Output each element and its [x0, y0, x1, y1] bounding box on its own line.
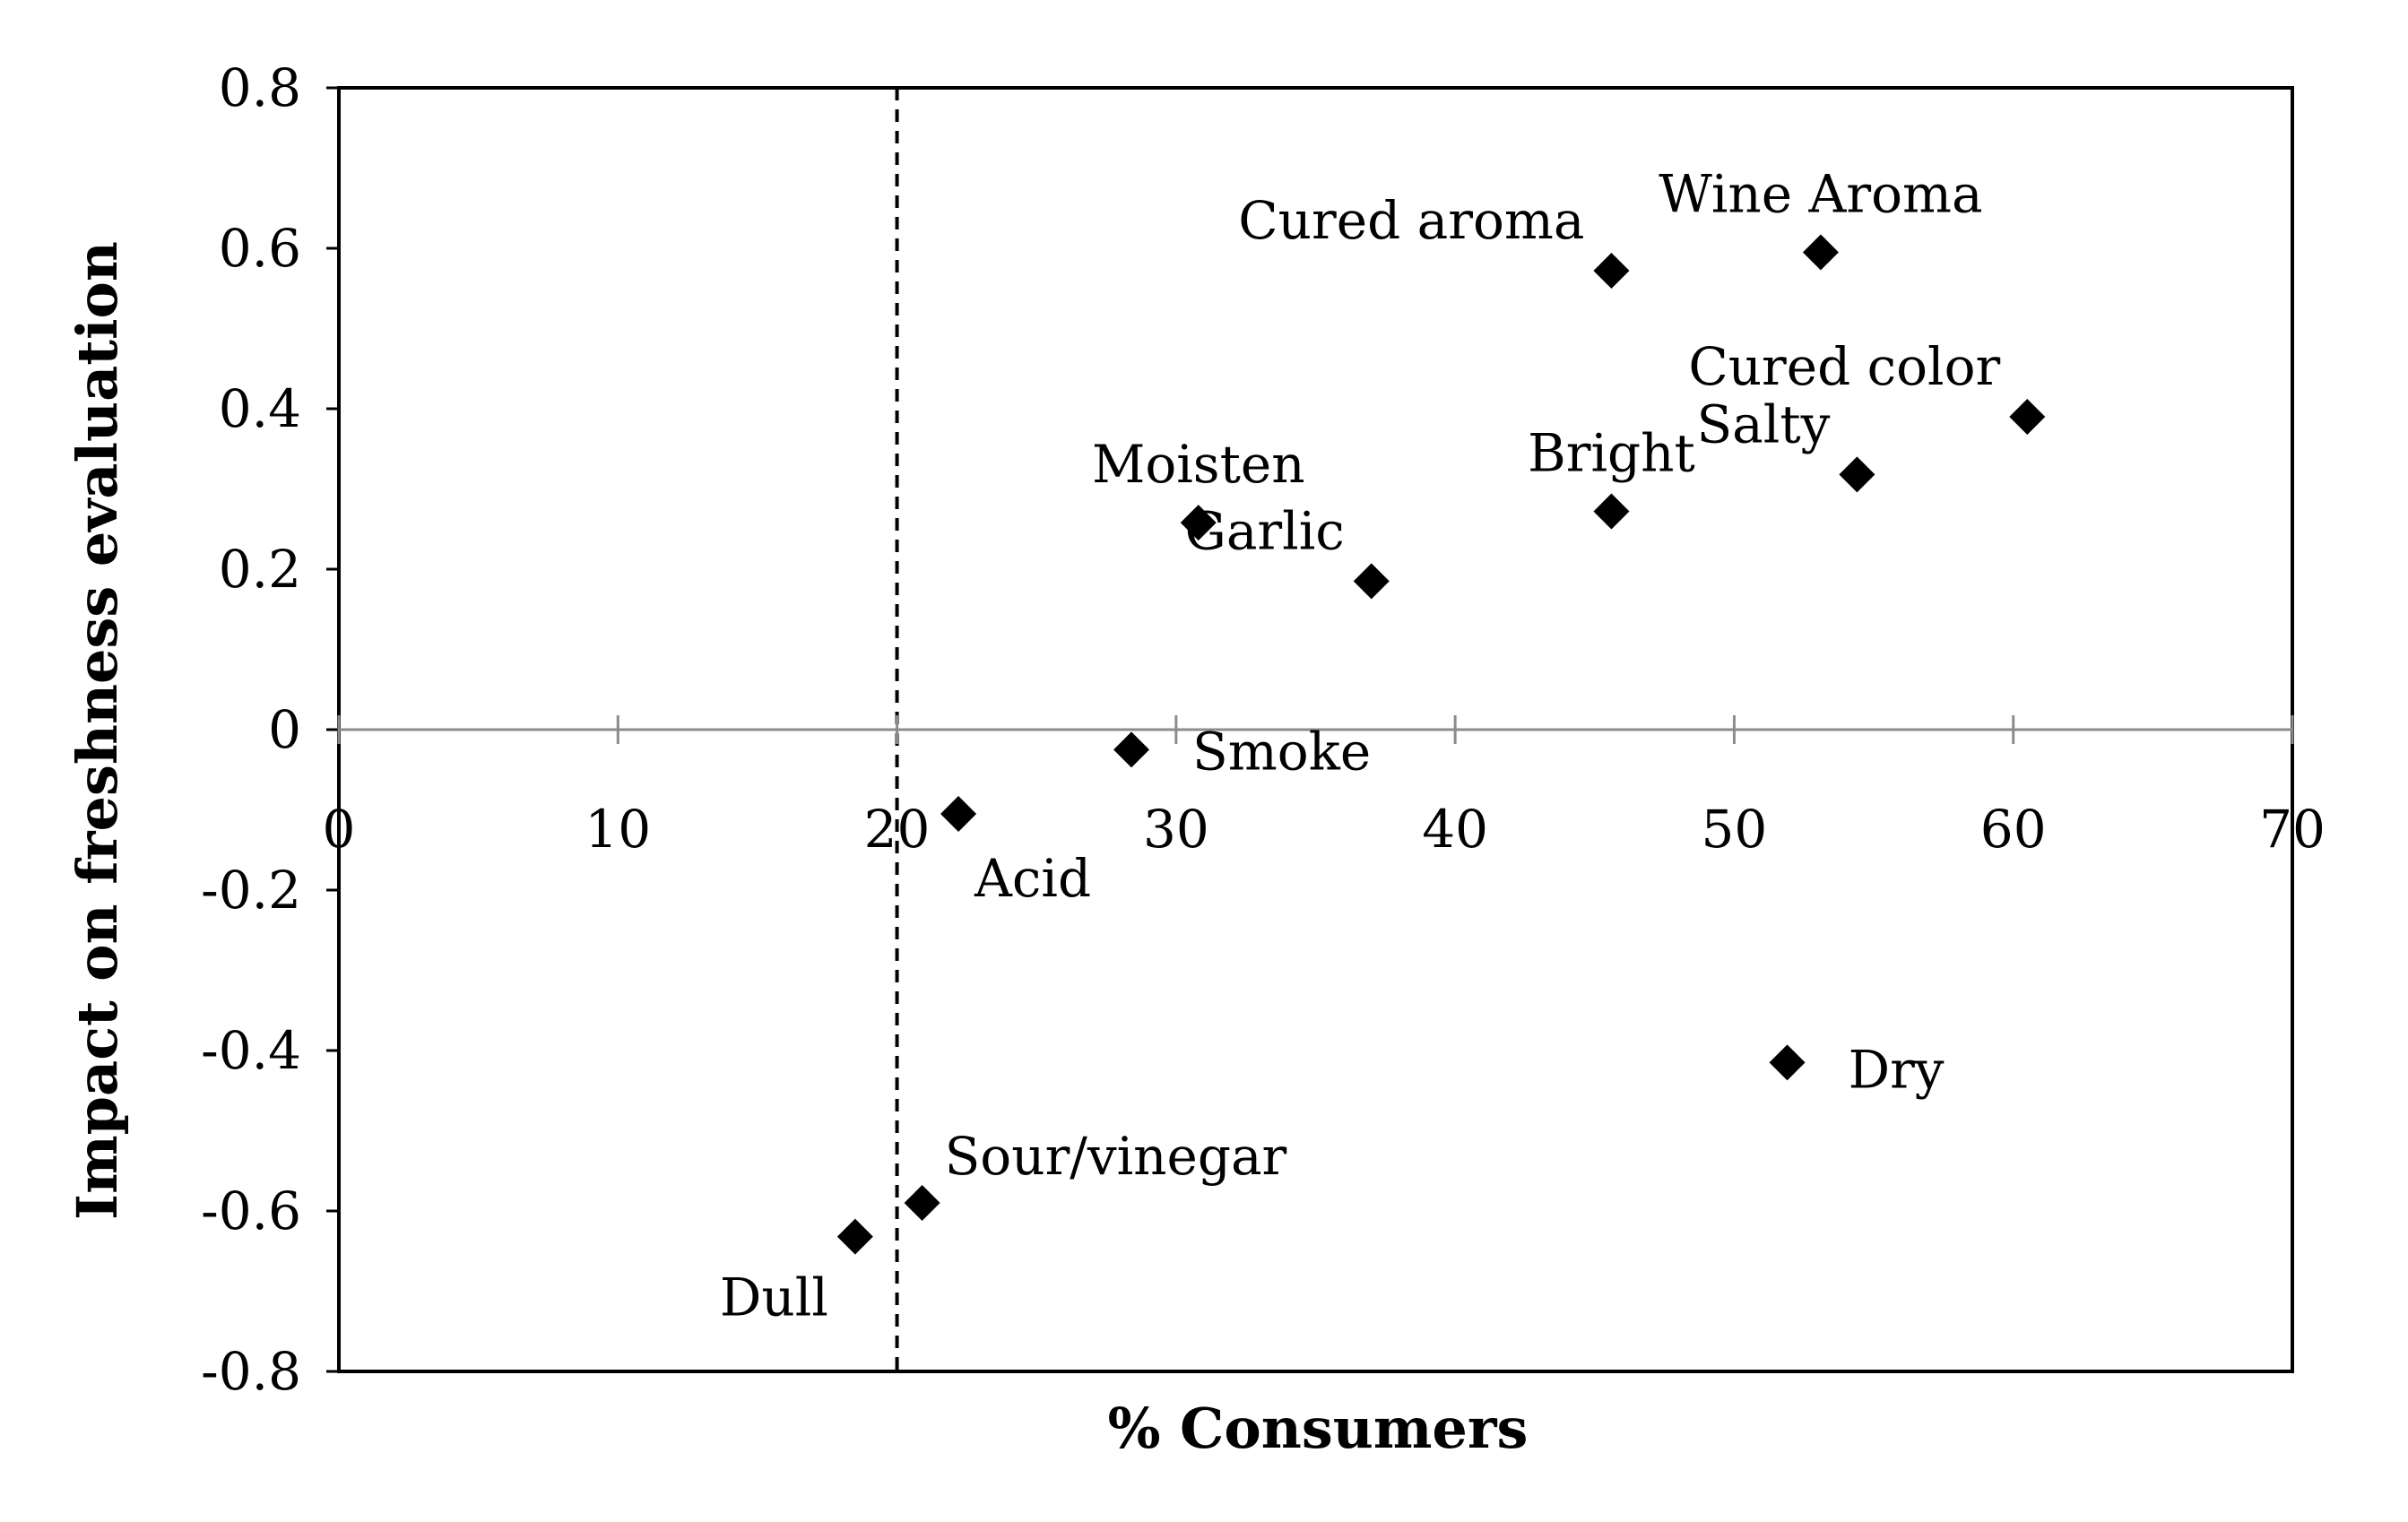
x-tick-label: 40	[1422, 799, 1488, 860]
data-point-label: Sour/vinegar	[945, 1126, 1287, 1187]
data-point	[940, 795, 977, 832]
x-tick-label: 0	[323, 799, 356, 860]
y-tick-label: 0.6	[219, 218, 301, 279]
data-point	[1769, 1044, 1806, 1081]
data-point	[1353, 563, 1390, 600]
data-point	[1180, 505, 1217, 541]
x-tick-label: 70	[2259, 799, 2326, 860]
x-tick-label: 60	[1980, 799, 2047, 860]
data-point-label: Moisten	[1092, 434, 1305, 495]
y-tick-label: 0	[268, 699, 301, 760]
data-point-label: Garlic	[1185, 500, 1345, 561]
data-point	[1593, 253, 1630, 290]
x-tick-label: 30	[1143, 799, 1209, 860]
point-labels-layer: Wine Aroma Cured aroma Cured colorSaltyBri…	[720, 163, 2001, 1327]
data-point	[2009, 398, 2046, 435]
data-point-label: Bright	[1528, 423, 1695, 484]
data-point	[1593, 493, 1630, 530]
data-point	[1802, 234, 1839, 271]
data-point	[1113, 731, 1150, 768]
data-point-label: Wine Aroma	[1659, 163, 1982, 224]
y-tick-label: -0.4	[201, 1020, 301, 1081]
data-point-label: Salty	[1696, 393, 1830, 454]
data-point-label: Cured color	[1688, 336, 2000, 397]
data-point-label: Dry	[1849, 1039, 1945, 1100]
y-tick-label: 0.4	[219, 378, 301, 439]
y-tick-label: 0.2	[219, 539, 301, 600]
data-point-label: Cured aroma	[1238, 190, 1584, 251]
y-tick-label: 0.8	[219, 57, 301, 118]
y-tick-label: -0.8	[201, 1341, 301, 1402]
y-axis-title: Impact on freshness evaluation	[65, 241, 130, 1220]
data-point-label: Acid	[974, 848, 1091, 909]
data-point	[836, 1218, 873, 1255]
data-point	[1839, 456, 1875, 493]
y-tick-label: -0.2	[201, 860, 301, 921]
data-points-layer	[836, 234, 2046, 1255]
x-tick-label: 10	[585, 799, 651, 860]
x-tick-label: 50	[1702, 799, 1768, 860]
tick-layer: 0.8 0.6 0.4 0.2 0 -0.2 -0.4 -0.6 -0.8 0 10 20 30 40 50…	[201, 57, 2326, 1402]
data-point-label: Dull	[720, 1267, 828, 1328]
x-axis-title: % Consumers	[1108, 1396, 1529, 1461]
y-tick-label: -0.6	[201, 1180, 301, 1241]
data-point	[904, 1185, 940, 1222]
data-point-label: Smoke	[1192, 721, 1371, 782]
x-tick-label: 20	[864, 799, 931, 860]
